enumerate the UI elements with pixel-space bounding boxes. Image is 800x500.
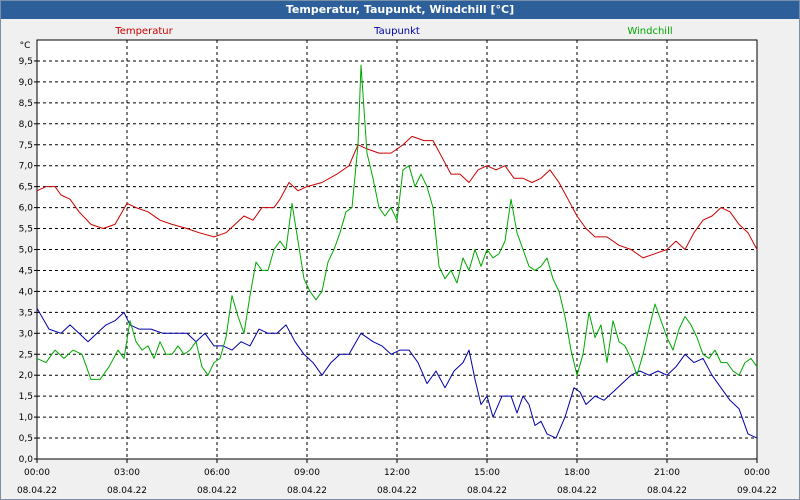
y-tick-label: 3,0 <box>19 329 34 339</box>
y-tick-label: 1,0 <box>19 413 34 423</box>
x-tick-date: 08.04.22 <box>647 486 687 496</box>
x-tick-time: 06:00 <box>204 468 230 478</box>
y-tick-label: 0,0 <box>19 455 34 465</box>
x-tick-time: 12:00 <box>384 468 410 478</box>
y-tick-label: 7,0 <box>19 162 34 172</box>
grid-lines <box>37 40 757 459</box>
x-tick-date: 08.04.22 <box>377 486 417 496</box>
y-tick-label: 2,0 <box>19 371 34 381</box>
x-tick-time: 18:00 <box>564 468 590 478</box>
series-line-windchill <box>36 64 758 380</box>
x-tick-date: 08.04.22 <box>557 486 597 496</box>
legend-item-taupunkt: Taupunkt <box>373 26 420 37</box>
x-tick-date: 09.04.22 <box>737 486 777 496</box>
y-axis-unit-label: °C <box>20 41 31 51</box>
y-tick-label: 6,0 <box>19 204 34 214</box>
y-tick-label: 7,5 <box>19 141 33 151</box>
y-tick-label: 4,0 <box>19 287 34 297</box>
x-tick-time: 09:00 <box>294 468 320 478</box>
x-tick-date: 08.04.22 <box>107 486 147 496</box>
y-tick-label: 3,5 <box>19 308 33 318</box>
legend-item-temperatur: Temperatur <box>114 26 173 37</box>
y-tick-label: 8,5 <box>19 99 33 109</box>
x-tick-time: 00:00 <box>744 468 770 478</box>
y-tick-label: 5,0 <box>19 246 34 256</box>
axes: 0,0 0,5 1,0 1,5 2,0 2,5 3,0 3,5 4,0 4,5 5,0 5,5 6,0 6… <box>17 41 777 496</box>
series-line-taupunkt <box>36 307 758 439</box>
y-tick-label: 5,5 <box>19 225 33 235</box>
series-line-temperatur <box>36 135 758 259</box>
y-tick-label: 2,5 <box>19 350 33 360</box>
x-tick-time: 15:00 <box>474 468 500 478</box>
legend-item-windchill: Windchill <box>627 26 672 37</box>
legend: Temperatur Taupunkt Windchill <box>114 26 672 37</box>
y-tick-label: 0,5 <box>19 434 33 444</box>
x-tick-date: 08.04.22 <box>197 486 237 496</box>
window-title: Temperatur, Taupunkt, Windchill [°C] <box>1 1 799 19</box>
x-tick-date: 08.04.22 <box>467 486 507 496</box>
y-tick-label: 1,5 <box>19 392 33 402</box>
x-tick-time: 03:00 <box>114 468 140 478</box>
y-tick-label: 4,5 <box>19 266 33 276</box>
x-tick-time: 00:00 <box>24 468 50 478</box>
y-tick-label: 8,0 <box>19 120 34 130</box>
y-tick-label: 9,0 <box>19 78 34 88</box>
x-tick-date: 08.04.22 <box>17 486 57 496</box>
series-lines <box>36 64 758 439</box>
x-tick-time: 21:00 <box>654 468 680 478</box>
y-tick-label: 6,5 <box>19 183 33 193</box>
x-tick-date: 08.04.22 <box>287 486 327 496</box>
y-tick-label: 9,5 <box>19 57 33 67</box>
